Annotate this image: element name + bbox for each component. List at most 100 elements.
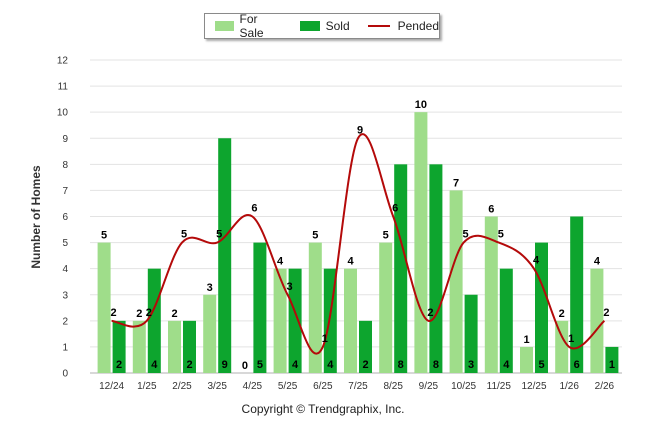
bar-for-sale[interactable] <box>379 242 393 373</box>
bar-sold[interactable] <box>464 294 478 373</box>
y-tick-label: 9 <box>62 134 68 145</box>
x-tick-label: 12/24 <box>99 381 124 392</box>
data-label-sold: 2 <box>186 359 192 371</box>
data-label-pended: 2 <box>111 307 117 319</box>
bar-for-sale[interactable] <box>520 346 533 373</box>
data-label-sold: 8 <box>398 359 404 371</box>
y-tick-label: 2 <box>62 316 68 327</box>
legend-item-pended[interactable]: Pended <box>367 19 439 33</box>
legend: For Sale Sold Pended <box>204 12 440 40</box>
bar-sold[interactable] <box>499 268 513 373</box>
data-label-sold: 5 <box>257 359 263 371</box>
data-label-for-sale: 5 <box>101 230 107 242</box>
bar-sold[interactable] <box>253 242 267 373</box>
data-label-for-sale: 1 <box>523 334 529 346</box>
y-tick-label: 11 <box>58 82 69 93</box>
bar-for-sale[interactable] <box>97 242 111 373</box>
data-label-for-sale: 0 <box>242 360 248 372</box>
y-tick-label: 10 <box>57 108 69 119</box>
bar-for-sale[interactable] <box>344 268 357 373</box>
x-tick-label: 7/25 <box>348 381 368 392</box>
data-label-pended: 1 <box>568 333 574 345</box>
x-tick-label: 6/25 <box>313 381 333 392</box>
bar-sold[interactable] <box>112 320 126 373</box>
bar-for-sale[interactable] <box>449 190 463 373</box>
data-label-for-sale: 2 <box>171 308 177 320</box>
data-label-for-sale: 4 <box>277 256 284 268</box>
y-axis-label: Number of Homes <box>29 165 43 269</box>
data-label-for-sale: 2 <box>559 308 565 320</box>
data-label-sold: 2 <box>116 359 122 371</box>
x-tick-label: 5/25 <box>278 381 298 392</box>
legend-label-sold: Sold <box>325 19 350 33</box>
legend-label-for-sale: For Sale <box>239 12 264 40</box>
bar-sold[interactable] <box>359 320 372 373</box>
bar-sold[interactable] <box>429 164 443 373</box>
y-tick-label: 4 <box>62 264 68 275</box>
x-tick-label: 1/26 <box>559 381 579 392</box>
bar-for-sale[interactable] <box>590 268 604 373</box>
bar-sold[interactable] <box>605 346 619 373</box>
y-tick-label: 6 <box>62 212 68 223</box>
data-label-pended: 9 <box>357 124 363 136</box>
data-label-for-sale: 5 <box>383 230 389 242</box>
bar-for-sale[interactable] <box>168 320 181 373</box>
data-label-sold: 1 <box>609 359 615 371</box>
data-label-pended: 5 <box>181 229 187 241</box>
x-tick-label: 10/25 <box>451 381 476 392</box>
copyright-text: Copyright © Trendgraphix, Inc. <box>241 402 405 416</box>
data-label-pended: 2 <box>146 307 152 319</box>
bar-for-sale[interactable] <box>555 320 569 373</box>
x-tick-label: 12/25 <box>521 381 546 392</box>
x-axis-ticks: 12/24 1/25 2/25 3/25 4/25 5/25 6/25 7/25 8/25 9/2… <box>99 381 614 392</box>
x-tick-label: 1/25 <box>137 381 157 392</box>
bar-for-sale[interactable] <box>132 320 146 373</box>
data-label-sold: 2 <box>362 359 368 371</box>
bar-sold[interactable] <box>218 138 232 373</box>
data-label-for-sale: 4 <box>347 256 354 268</box>
bar-sold[interactable] <box>394 164 408 373</box>
bar-sold[interactable] <box>183 320 196 373</box>
x-tick-label: 4/25 <box>243 381 263 392</box>
y-tick-label: 3 <box>62 290 68 301</box>
bar-sold[interactable] <box>288 268 302 373</box>
y-tick-label: 12 <box>57 56 69 67</box>
pended-line[interactable] <box>111 133 606 355</box>
bar-for-sale[interactable] <box>273 268 287 373</box>
data-label-pended: 2 <box>603 307 609 319</box>
data-label-pended: 5 <box>216 229 222 241</box>
bar-for-sale[interactable] <box>484 216 498 374</box>
bar-for-sale[interactable] <box>414 112 428 374</box>
data-label-sold: 4 <box>151 359 158 371</box>
bar-sold[interactable] <box>147 268 161 373</box>
data-label-pended: 2 <box>427 307 433 319</box>
y-tick-label: 7 <box>62 186 68 197</box>
data-label-for-sale: 3 <box>207 282 213 294</box>
bar-for-sale[interactable] <box>308 242 322 373</box>
data-label-for-sale: 2 <box>136 308 142 320</box>
data-label-pended: 5 <box>498 229 504 241</box>
data-label-for-sale: 6 <box>488 204 494 216</box>
data-label-pended: 1 <box>322 333 328 345</box>
y-tick-label: 5 <box>62 238 68 249</box>
bar-for-sale[interactable] <box>203 294 217 373</box>
bar-sold[interactable] <box>570 216 584 374</box>
legend-item-sold[interactable]: Sold <box>299 19 350 33</box>
data-label-pended: 6 <box>392 203 398 215</box>
data-label-pended: 3 <box>287 281 293 293</box>
data-label-sold: 4 <box>292 359 299 371</box>
x-tick-label: 2/25 <box>172 381 192 392</box>
legend-item-for-sale[interactable]: For Sale <box>215 12 282 40</box>
y-tick-label: 1 <box>62 342 68 353</box>
data-label-pended: 6 <box>251 203 257 215</box>
data-label-sold: 4 <box>503 359 510 371</box>
y-tick-label: 8 <box>62 160 68 171</box>
data-label-sold: 9 <box>222 359 228 371</box>
legend-swatch-sold <box>299 21 320 31</box>
x-tick-label: 11/25 <box>487 381 512 392</box>
pended-line-group <box>111 133 606 355</box>
x-tick-label: 8/25 <box>383 381 403 392</box>
